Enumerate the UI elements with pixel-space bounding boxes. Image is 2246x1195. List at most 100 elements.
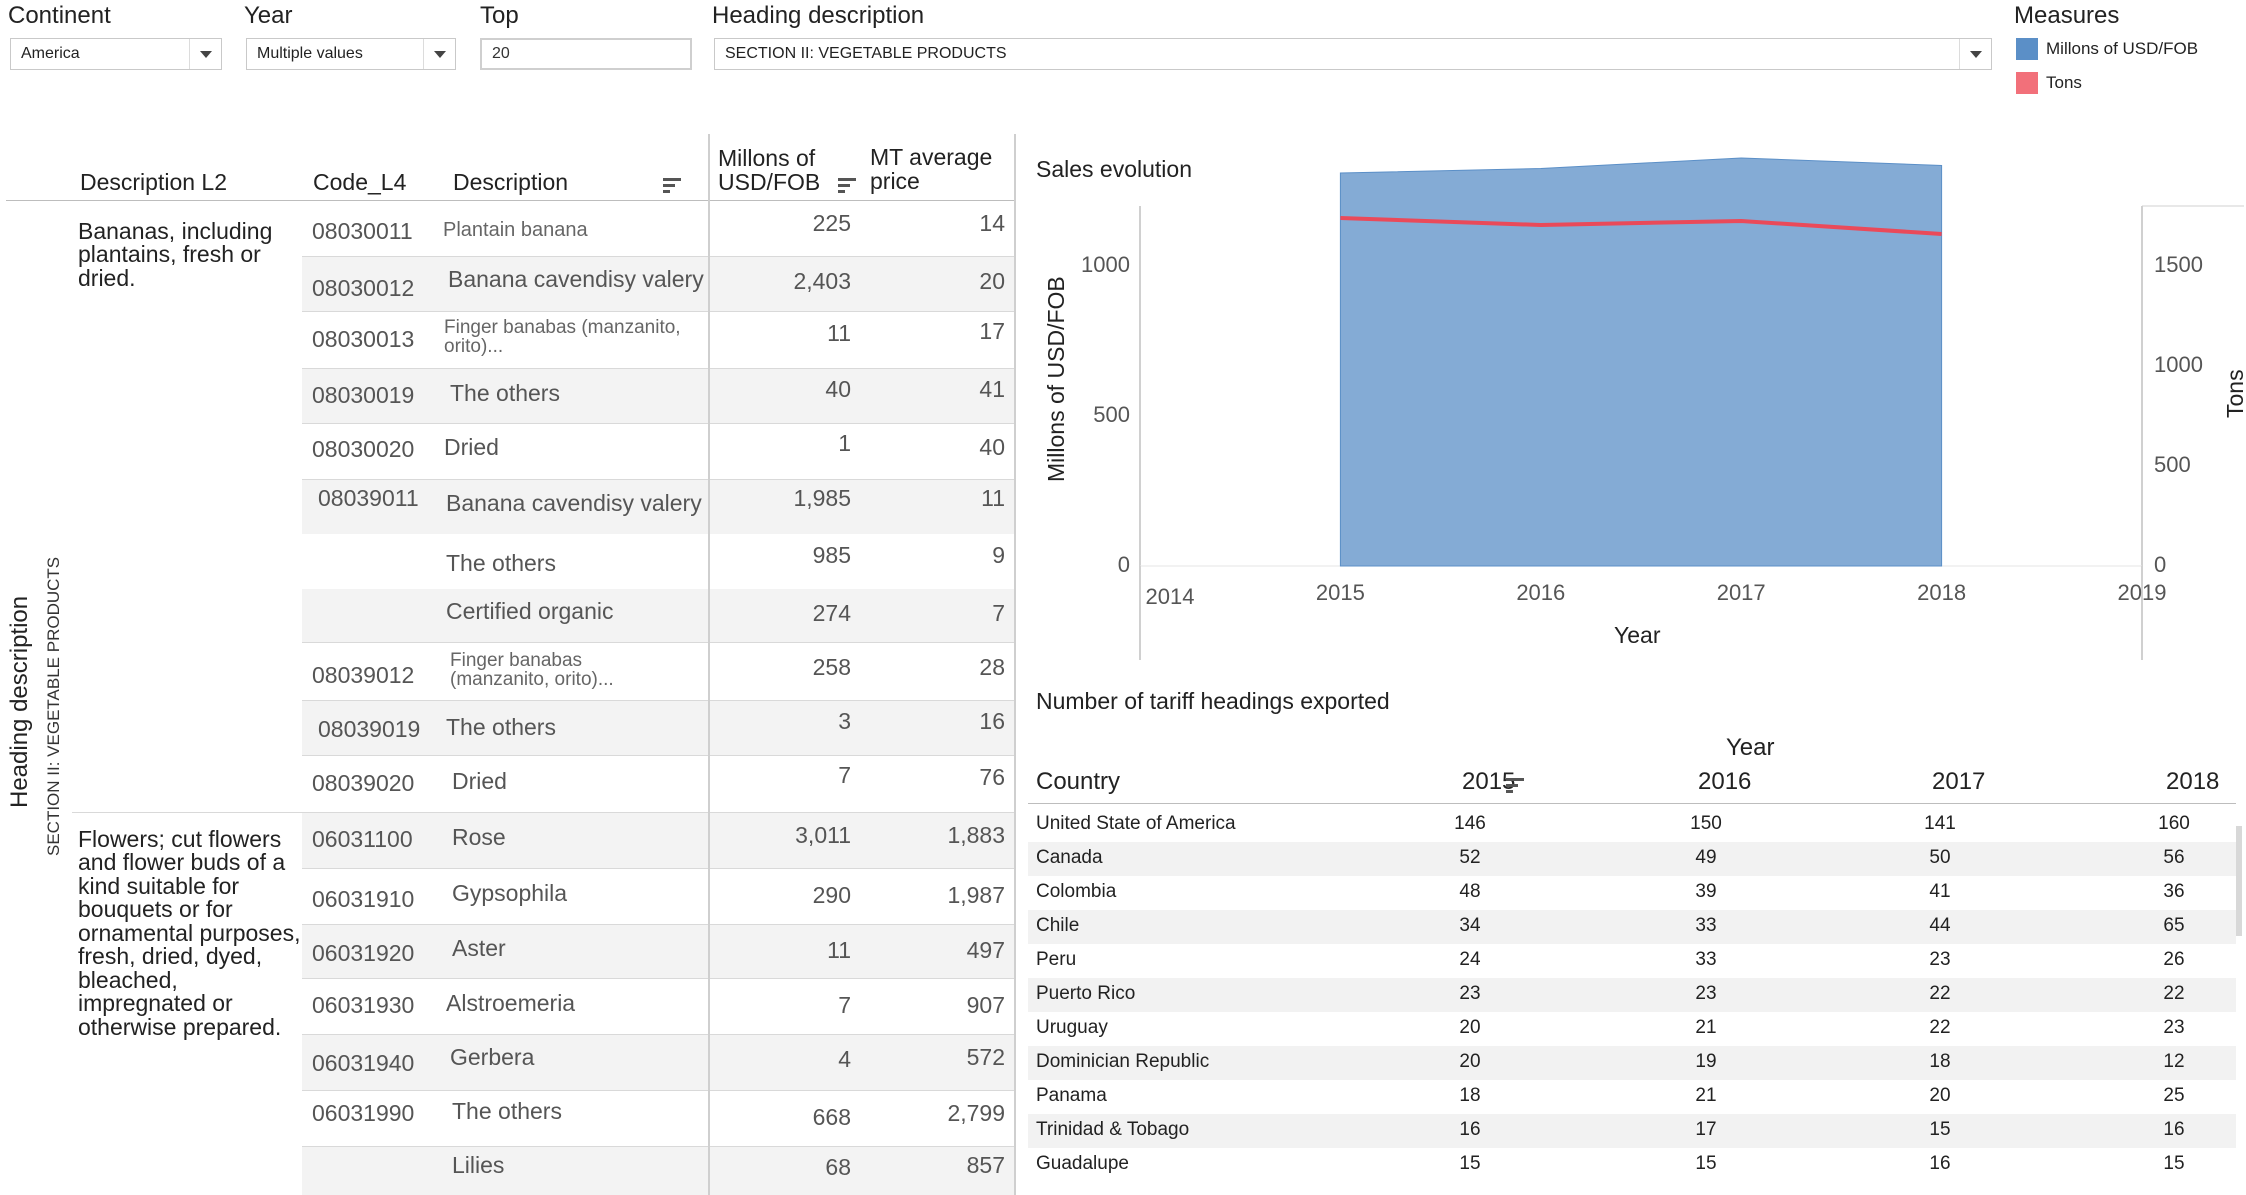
row-price: 40 — [979, 434, 1005, 460]
series-line-tons[interactable] — [1340, 216, 1942, 236]
measures-title: Measures — [2014, 2, 2120, 29]
panel-separator — [1014, 134, 1016, 1195]
row-divider — [302, 479, 1015, 480]
col-header-description[interactable]: Description — [453, 169, 569, 195]
row-price: 572 — [966, 1044, 1005, 1070]
count-cell: 41 — [1929, 881, 1951, 902]
row-divider — [302, 311, 1015, 312]
row-description: Gerbera — [450, 1044, 535, 1070]
sort-icon[interactable] — [1506, 778, 1524, 796]
row-price: 16 — [979, 708, 1005, 734]
count-cell: 12 — [2163, 1051, 2185, 1072]
row-divider — [302, 1146, 1015, 1147]
chevron-down-icon[interactable] — [189, 39, 221, 69]
year-header: Year — [1726, 734, 1775, 761]
count-cell: 15 — [1459, 1153, 1481, 1174]
row-band — [1028, 842, 2236, 876]
row-band — [1028, 978, 2236, 1012]
row-code: 08039012 — [312, 662, 415, 688]
row-price: 20 — [979, 268, 1005, 294]
row-divider — [302, 755, 1015, 756]
column-separator — [708, 134, 710, 1195]
legend-swatch-tons — [2016, 72, 2038, 94]
row-price: 1,987 — [947, 882, 1005, 908]
count-cell: 20 — [1459, 1017, 1481, 1038]
legend-label-usd[interactable]: Millons of USD/FOB — [2046, 39, 2199, 58]
col-header-description-l2[interactable]: Description L2 — [80, 169, 228, 195]
heading-dropdown[interactable]: SECTION II: VEGETABLE PRODUCTS — [714, 38, 1992, 70]
continent-dropdown[interactable]: America — [10, 38, 222, 70]
count-cell: 16 — [1929, 1153, 1951, 1174]
row-description: Aster — [452, 935, 506, 961]
count-cell: 16 — [1459, 1119, 1481, 1140]
year-column-header[interactable]: 2018 — [2166, 768, 2220, 795]
tariff-header-divider — [1028, 803, 2236, 804]
row-value: 4 — [838, 1046, 851, 1072]
row-description: Finger banabas (manzanito, orito)... — [444, 317, 681, 358]
row-description: Rose — [452, 824, 506, 850]
country-cell: Guadalupe — [1036, 1153, 1129, 1174]
col-header-price[interactable]: MT average price — [870, 144, 993, 195]
row-description: Certified organic — [446, 598, 614, 624]
series-area-usd[interactable] — [1339, 157, 1943, 567]
year-column-header[interactable]: 2016 — [1698, 768, 1752, 795]
row-description: Gypsophila — [452, 880, 568, 906]
count-cell: 22 — [1929, 1017, 1951, 1038]
count-cell: 17 — [1695, 1119, 1717, 1140]
row-price: 17 — [979, 318, 1005, 344]
group-description-flowers: Flowers; cut flowers and flower buds of … — [78, 826, 301, 1040]
country-cell: Panama — [1036, 1085, 1107, 1106]
row-band — [302, 924, 1015, 978]
row-value: 7 — [838, 992, 851, 1018]
sort-icon[interactable] — [838, 178, 856, 196]
count-cell: 141 — [1924, 813, 1956, 834]
count-cell: 22 — [1929, 983, 1951, 1004]
count-cell: 16 — [2163, 1119, 2185, 1140]
row-description: Dried — [452, 768, 507, 794]
year-dropdown[interactable]: Multiple values — [246, 38, 456, 70]
row-code: 08030020 — [312, 436, 415, 462]
count-cell: 150 — [1690, 813, 1722, 834]
row-code: 06031930 — [312, 992, 415, 1018]
y-tick-label: 1000 — [1081, 252, 1130, 277]
row-divider — [302, 642, 1015, 643]
group-description-bananas: Bananas, including plantains, fresh or d… — [78, 218, 273, 291]
count-cell: 23 — [1929, 949, 1951, 970]
top-value: 20 — [492, 45, 510, 62]
row-price: 28 — [979, 654, 1005, 680]
row-value: 68 — [825, 1154, 851, 1180]
count-cell: 15 — [1695, 1153, 1717, 1174]
country-header[interactable]: Country — [1036, 768, 1121, 795]
legend-label-tons[interactable]: Tons — [2046, 73, 2082, 92]
col-header-value[interactable]: Millons of USD/FOB — [718, 145, 821, 196]
row-band — [1028, 1114, 2236, 1148]
row-divider — [302, 256, 1015, 257]
row-band — [1028, 1046, 2236, 1080]
row-value: 1 — [838, 430, 851, 456]
row-code: 08039011 — [318, 485, 419, 511]
chevron-down-icon[interactable] — [1959, 39, 1991, 69]
year-column-header[interactable]: 2017 — [1932, 768, 1986, 795]
row-code: 08039020 — [312, 770, 415, 796]
country-cell: Dominician Republic — [1036, 1051, 1210, 1072]
y2-axis-title: Tons — [2222, 369, 2246, 418]
y2-tick-label: 1000 — [2154, 352, 2203, 377]
count-cell: 56 — [2163, 847, 2185, 868]
row-description: Banana cavendisy valery — [446, 490, 702, 516]
scrollbar[interactable] — [2236, 826, 2242, 936]
chevron-down-icon[interactable] — [423, 39, 455, 69]
count-cell: 19 — [1695, 1051, 1717, 1072]
country-cell: Peru — [1036, 949, 1077, 970]
header-divider — [6, 200, 1015, 201]
count-cell: 34 — [1459, 915, 1481, 936]
x-tick-label: 2017 — [1716, 580, 1766, 605]
sort-icon[interactable] — [663, 178, 681, 196]
top-input[interactable]: 20 — [480, 38, 692, 70]
count-cell: 15 — [2163, 1153, 2185, 1174]
count-cell: 26 — [2163, 949, 2185, 970]
col-header-code[interactable]: Code_L4 — [313, 169, 407, 195]
row-price: 76 — [979, 764, 1005, 790]
row-value: 3,011 — [795, 822, 851, 848]
row-description: Alstroemeria — [446, 990, 576, 1016]
country-cell: Uruguay — [1036, 1017, 1108, 1038]
